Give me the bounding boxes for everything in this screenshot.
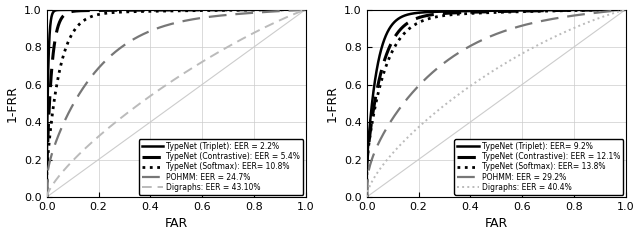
POHMM: EER = 29.2%: (0.97, 0.996): EER = 29.2%: (0.97, 0.996)	[614, 9, 622, 12]
POHMM: EER = 29.2%: (0.051, 0.302): EER = 29.2%: (0.051, 0.302)	[376, 139, 384, 142]
Digraphs: EER = 43.10%: (0.46, 0.596): EER = 43.10%: (0.46, 0.596)	[162, 84, 170, 87]
POHMM: EER = 29.2%: (0, 0): EER = 29.2%: (0, 0)	[363, 196, 371, 198]
Digraphs: EER = 43.10%: (0.971, 0.985): EER = 43.10%: (0.971, 0.985)	[294, 11, 302, 14]
Line: POHMM: EER = 29.2%: POHMM: EER = 29.2%	[367, 9, 626, 197]
TypeNet (Softmax): EER= 10.8%: (0.486, 0.993): EER= 10.8%: (0.486, 0.993)	[169, 9, 177, 12]
POHMM: EER = 29.2%: (0.46, 0.846): EER = 29.2%: (0.46, 0.846)	[482, 37, 490, 40]
Digraphs: EER = 43.10%: (1, 1): EER = 43.10%: (1, 1)	[302, 8, 310, 11]
Digraphs: EER = 40.4%: (0.971, 0.988): EER = 40.4%: (0.971, 0.988)	[614, 10, 622, 13]
TypeNet (Contrastive): EER = 5.4%: (0.051, 0.938): EER = 5.4%: (0.051, 0.938)	[56, 20, 64, 23]
TypeNet (Triplet): EER= 9.2%: (0.486, 0.994): EER= 9.2%: (0.486, 0.994)	[489, 9, 497, 12]
POHMM: EER = 29.2%: (1, 1): EER = 29.2%: (1, 1)	[622, 8, 630, 11]
TypeNet (Softmax): EER= 13.8%: (1, 1): EER= 13.8%: (1, 1)	[622, 8, 630, 11]
POHMM: EER = 24.7%: (0.051, 0.349): EER = 24.7%: (0.051, 0.349)	[56, 130, 64, 133]
TypeNet (Contrastive): EER = 5.4%: (0.486, 0.998): EER = 5.4%: (0.486, 0.998)	[169, 8, 177, 11]
TypeNet (Triplet): EER = 2.2%: (0.486, 0.999): EER = 2.2%: (0.486, 0.999)	[169, 8, 177, 11]
Digraphs: EER = 40.4%: (1, 1): EER = 40.4%: (1, 1)	[622, 8, 630, 11]
Legend: TypeNet (Triplet): EER = 2.2%, TypeNet (Contrastive): EER = 5.4%, TypeNet (Softm: TypeNet (Triplet): EER = 2.2%, TypeNet (…	[139, 139, 303, 195]
TypeNet (Softmax): EER= 10.8%: (1, 1): EER= 10.8%: (1, 1)	[302, 8, 310, 11]
TypeNet (Softmax): EER= 13.8%: (0.97, 0.999): EER= 13.8%: (0.97, 0.999)	[614, 8, 622, 11]
Line: TypeNet (Triplet): EER= 9.2%: TypeNet (Triplet): EER= 9.2%	[367, 9, 626, 197]
X-axis label: FAR: FAR	[164, 217, 188, 230]
Line: TypeNet (Softmax): EER= 13.8%: TypeNet (Softmax): EER= 13.8%	[367, 9, 626, 197]
TypeNet (Softmax): EER= 13.8%: (0, 0): EER= 13.8%: (0, 0)	[363, 196, 371, 198]
POHMM: EER = 24.7%: (0.97, 0.998): EER = 24.7%: (0.97, 0.998)	[294, 8, 302, 11]
TypeNet (Contrastive): EER = 12.1%: (0.051, 0.643): EER = 12.1%: (0.051, 0.643)	[376, 75, 384, 78]
X-axis label: FAR: FAR	[484, 217, 508, 230]
TypeNet (Softmax): EER= 10.8%: (0.46, 0.992): EER= 10.8%: (0.46, 0.992)	[162, 10, 170, 13]
TypeNet (Contrastive): EER = 5.4%: (0.787, 0.999): EER = 5.4%: (0.787, 0.999)	[247, 8, 255, 11]
POHMM: EER = 24.7%: (0.971, 0.998): EER = 24.7%: (0.971, 0.998)	[294, 8, 302, 11]
TypeNet (Softmax): EER= 10.8%: (0.971, 1): EER= 10.8%: (0.971, 1)	[294, 8, 302, 11]
Digraphs: EER = 43.10%: (0.97, 0.985): EER = 43.10%: (0.97, 0.985)	[294, 11, 302, 14]
Y-axis label: 1-FRR: 1-FRR	[326, 85, 339, 122]
TypeNet (Softmax): EER= 13.8%: (0.971, 0.999): EER= 13.8%: (0.971, 0.999)	[614, 8, 622, 11]
TypeNet (Triplet): EER= 9.2%: (0.787, 0.998): EER= 9.2%: (0.787, 0.998)	[567, 8, 575, 11]
Digraphs: EER = 40.4%: (0.051, 0.15): EER = 40.4%: (0.051, 0.15)	[376, 168, 384, 170]
Digraphs: EER = 40.4%: (0, 0): EER = 40.4%: (0, 0)	[363, 196, 371, 198]
TypeNet (Triplet): EER= 9.2%: (0, 0): EER= 9.2%: (0, 0)	[363, 196, 371, 198]
TypeNet (Contrastive): EER = 12.1%: (0, 0): EER = 12.1%: (0, 0)	[363, 196, 371, 198]
TypeNet (Triplet): EER = 2.2%: (0.97, 1): EER = 2.2%: (0.97, 1)	[294, 8, 302, 11]
POHMM: EER = 24.7%: (0, 0): EER = 24.7%: (0, 0)	[43, 196, 51, 198]
Digraphs: EER = 40.4%: (0.486, 0.672): EER = 40.4%: (0.486, 0.672)	[489, 70, 497, 72]
TypeNet (Contrastive): EER = 12.1%: (0.971, 1): EER = 12.1%: (0.971, 1)	[614, 8, 622, 11]
TypeNet (Triplet): EER= 9.2%: (0.051, 0.761): EER= 9.2%: (0.051, 0.761)	[376, 53, 384, 56]
POHMM: EER = 29.2%: (0.971, 0.996): EER = 29.2%: (0.971, 0.996)	[614, 9, 622, 12]
TypeNet (Softmax): EER= 10.8%: (0.787, 0.998): EER= 10.8%: (0.787, 0.998)	[247, 8, 255, 11]
Digraphs: EER = 43.10%: (0.787, 0.867): EER = 43.10%: (0.787, 0.867)	[247, 33, 255, 36]
TypeNet (Softmax): EER= 13.8%: (0.787, 0.995): EER= 13.8%: (0.787, 0.995)	[567, 9, 575, 12]
TypeNet (Contrastive): EER = 5.4%: (0.46, 0.998): EER = 5.4%: (0.46, 0.998)	[162, 8, 170, 11]
TypeNet (Triplet): EER = 2.2%: (0.051, 0.998): EER = 2.2%: (0.051, 0.998)	[56, 8, 64, 11]
TypeNet (Softmax): EER= 13.8%: (0.051, 0.592): EER= 13.8%: (0.051, 0.592)	[376, 85, 384, 88]
TypeNet (Contrastive): EER = 5.4%: (0, 0): EER = 5.4%: (0, 0)	[43, 196, 51, 198]
TypeNet (Softmax): EER= 13.8%: (0.486, 0.984): EER= 13.8%: (0.486, 0.984)	[489, 11, 497, 14]
Line: TypeNet (Contrastive): EER = 5.4%: TypeNet (Contrastive): EER = 5.4%	[47, 9, 306, 197]
Y-axis label: 1-FRR: 1-FRR	[6, 85, 19, 122]
Line: Digraphs: EER = 40.4%: Digraphs: EER = 40.4%	[367, 9, 626, 197]
TypeNet (Softmax): EER= 13.8%: (0.46, 0.983): EER= 13.8%: (0.46, 0.983)	[482, 11, 490, 14]
POHMM: EER = 29.2%: (0.787, 0.966): EER = 29.2%: (0.787, 0.966)	[567, 15, 575, 17]
TypeNet (Triplet): EER = 2.2%: (0.787, 1): EER = 2.2%: (0.787, 1)	[247, 8, 255, 11]
TypeNet (Contrastive): EER = 5.4%: (0.97, 1): EER = 5.4%: (0.97, 1)	[294, 8, 302, 11]
Line: TypeNet (Triplet): EER = 2.2%: TypeNet (Triplet): EER = 2.2%	[47, 9, 306, 197]
POHMM: EER = 29.2%: (0.486, 0.862): EER = 29.2%: (0.486, 0.862)	[489, 34, 497, 37]
Legend: TypeNet (Triplet): EER= 9.2%, TypeNet (Contrastive): EER = 12.1%, TypeNet (Softm: TypeNet (Triplet): EER= 9.2%, TypeNet (C…	[454, 139, 623, 195]
TypeNet (Triplet): EER = 2.2%: (0.971, 1): EER = 2.2%: (0.971, 1)	[294, 8, 302, 11]
Line: Digraphs: EER = 43.10%: Digraphs: EER = 43.10%	[47, 9, 306, 197]
POHMM: EER = 24.7%: (0.46, 0.915): EER = 24.7%: (0.46, 0.915)	[162, 24, 170, 27]
Digraphs: EER = 40.4%: (0.787, 0.894): EER = 40.4%: (0.787, 0.894)	[567, 28, 575, 31]
Digraphs: EER = 43.10%: (0.486, 0.621): EER = 43.10%: (0.486, 0.621)	[169, 79, 177, 82]
TypeNet (Contrastive): EER = 12.1%: (1, 1): EER = 12.1%: (1, 1)	[622, 8, 630, 11]
Digraphs: EER = 40.4%: (0.97, 0.988): EER = 40.4%: (0.97, 0.988)	[614, 10, 622, 13]
TypeNet (Contrastive): EER = 5.4%: (0.971, 1): EER = 5.4%: (0.971, 1)	[294, 8, 302, 11]
TypeNet (Triplet): EER= 9.2%: (0.97, 1): EER= 9.2%: (0.97, 1)	[614, 8, 622, 11]
TypeNet (Softmax): EER= 10.8%: (0, 0): EER= 10.8%: (0, 0)	[43, 196, 51, 198]
TypeNet (Triplet): EER= 9.2%: (0.46, 0.993): EER= 9.2%: (0.46, 0.993)	[482, 9, 490, 12]
TypeNet (Contrastive): EER = 5.4%: (1, 1): EER = 5.4%: (1, 1)	[302, 8, 310, 11]
TypeNet (Softmax): EER= 10.8%: (0.97, 1): EER= 10.8%: (0.97, 1)	[294, 8, 302, 11]
TypeNet (Contrastive): EER = 12.1%: (0.97, 1): EER = 12.1%: (0.97, 1)	[614, 8, 622, 11]
Line: POHMM: EER = 24.7%: POHMM: EER = 24.7%	[47, 9, 306, 197]
TypeNet (Triplet): EER = 2.2%: (1, 1): EER = 2.2%: (1, 1)	[302, 8, 310, 11]
TypeNet (Triplet): EER= 9.2%: (0.971, 1): EER= 9.2%: (0.971, 1)	[614, 8, 622, 11]
TypeNet (Triplet): EER = 2.2%: (0.46, 0.999): EER = 2.2%: (0.46, 0.999)	[162, 8, 170, 11]
Digraphs: EER = 43.10%: (0.051, 0.118): EER = 43.10%: (0.051, 0.118)	[56, 173, 64, 176]
TypeNet (Triplet): EER = 2.2%: (0, 0): EER = 2.2%: (0, 0)	[43, 196, 51, 198]
Line: TypeNet (Contrastive): EER = 12.1%: TypeNet (Contrastive): EER = 12.1%	[367, 9, 626, 197]
TypeNet (Softmax): EER= 10.8%: (0.051, 0.683): EER= 10.8%: (0.051, 0.683)	[56, 67, 64, 70]
POHMM: EER = 24.7%: (1, 1): EER = 24.7%: (1, 1)	[302, 8, 310, 11]
Digraphs: EER = 40.4%: (0.46, 0.648): EER = 40.4%: (0.46, 0.648)	[482, 74, 490, 77]
TypeNet (Contrastive): EER = 12.1%: (0.787, 0.996): EER = 12.1%: (0.787, 0.996)	[567, 9, 575, 12]
TypeNet (Contrastive): EER = 12.1%: (0.46, 0.988): EER = 12.1%: (0.46, 0.988)	[482, 10, 490, 13]
Digraphs: EER = 43.10%: (0, 0): EER = 43.10%: (0, 0)	[43, 196, 51, 198]
POHMM: EER = 24.7%: (0.486, 0.925): EER = 24.7%: (0.486, 0.925)	[169, 22, 177, 25]
POHMM: EER = 24.7%: (0.787, 0.982): EER = 24.7%: (0.787, 0.982)	[247, 12, 255, 14]
Line: TypeNet (Softmax): EER= 10.8%: TypeNet (Softmax): EER= 10.8%	[47, 9, 306, 197]
TypeNet (Contrastive): EER = 12.1%: (0.486, 0.989): EER = 12.1%: (0.486, 0.989)	[489, 10, 497, 13]
TypeNet (Triplet): EER= 9.2%: (1, 1): EER= 9.2%: (1, 1)	[622, 8, 630, 11]
